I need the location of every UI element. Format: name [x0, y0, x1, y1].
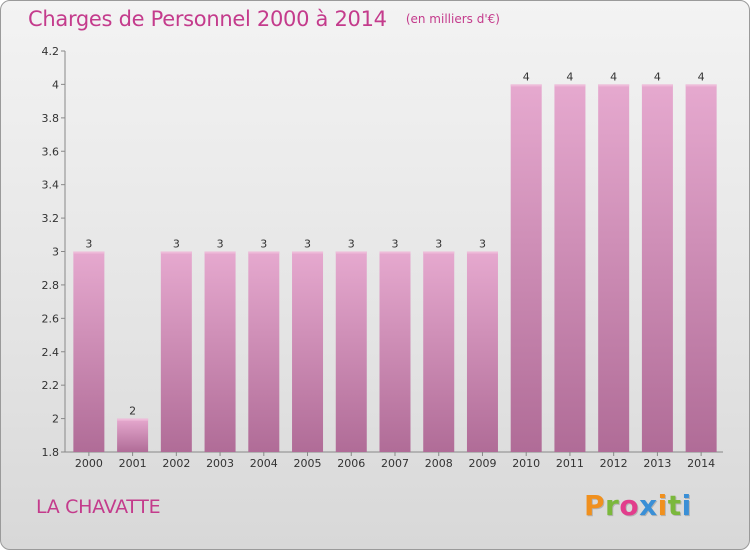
proxiti-logo: Proxiti	[584, 489, 692, 522]
data-label: 3	[217, 238, 224, 251]
bar	[73, 251, 105, 452]
y-tick-label: 2	[52, 413, 59, 426]
data-label: 3	[85, 238, 92, 251]
x-tick-label: 2008	[425, 457, 453, 470]
data-label: 2	[129, 405, 136, 418]
x-tick-label: 2006	[337, 457, 365, 470]
bar	[204, 251, 236, 452]
y-tick-label: 2.6	[42, 312, 60, 325]
data-label: 3	[392, 238, 399, 251]
y-tick-label: 4	[52, 78, 59, 91]
y-tick-label: 2.4	[42, 346, 60, 359]
chart-subtitle: (en milliers d'€)	[405, 12, 500, 26]
data-label: 3	[173, 238, 180, 251]
y-tick-label: 3.2	[42, 212, 60, 225]
logo-letter: t	[667, 489, 682, 522]
bar	[379, 251, 411, 452]
data-label: 3	[348, 238, 355, 251]
logo-letter: o	[619, 489, 640, 522]
bar-top-highlight	[554, 84, 586, 87]
bar	[292, 251, 324, 452]
x-tick-label: 2010	[512, 457, 540, 470]
logo-letter: P	[584, 489, 606, 522]
bar-top-highlight	[466, 251, 498, 254]
data-label: 3	[304, 238, 311, 251]
x-tick-label: 2000	[75, 457, 103, 470]
bar-top-highlight	[379, 251, 411, 254]
logo-letter: i	[657, 489, 668, 522]
data-label: 3	[260, 238, 267, 251]
x-tick-label: 2005	[294, 457, 322, 470]
data-label: 4	[610, 70, 617, 83]
bar-top-highlight	[510, 84, 542, 87]
bar-top-highlight	[685, 84, 717, 87]
data-label: 4	[523, 70, 530, 83]
bar	[554, 84, 586, 453]
x-tick-label: 2011	[556, 457, 584, 470]
bar	[466, 251, 498, 452]
logo-letter: r	[605, 489, 620, 522]
y-tick-label: 1.8	[42, 446, 60, 459]
bars: 3 2 3 3 3 3 3 3 3 3 4 4 4 4 4	[73, 70, 717, 453]
chart-title: Charges de Personnel 2000 à 2014	[28, 7, 387, 31]
commune-name: LA CHAVATTE	[36, 496, 161, 518]
data-label: 4	[654, 70, 661, 83]
bar-top-highlight	[598, 84, 630, 87]
bar-top-highlight	[160, 251, 192, 254]
bar	[510, 84, 542, 453]
data-label: 3	[435, 238, 442, 251]
bar	[117, 418, 149, 452]
bar	[423, 251, 455, 452]
bar	[248, 251, 280, 452]
x-tick-label: 2012	[600, 457, 628, 470]
x-tick-label: 2014	[687, 457, 715, 470]
y-tick-label: 2.8	[42, 279, 60, 292]
y-tick-label: 3	[52, 246, 59, 259]
bar	[160, 251, 192, 452]
logo-letter: x	[639, 489, 658, 522]
x-tick-label: 2002	[162, 457, 190, 470]
bar	[335, 251, 367, 452]
bar	[598, 84, 630, 453]
x-tick-label: 2009	[468, 457, 496, 470]
axes: 1.8 2 2.2 2.4 2.6 2.8 3 3.2 3.4 3.6 3.8 4 4.2 2000 200…	[42, 45, 723, 470]
bar	[685, 84, 717, 453]
data-label: 4	[566, 70, 573, 83]
bar-top-highlight	[641, 84, 673, 87]
x-tick-label: 2007	[381, 457, 409, 470]
bar-top-highlight	[292, 251, 324, 254]
bar-top-highlight	[204, 251, 236, 254]
y-tick-label: 4.2	[42, 45, 60, 58]
bar-top-highlight	[335, 251, 367, 254]
y-tick-label: 2.2	[42, 379, 60, 392]
x-tick-label: 2003	[206, 457, 234, 470]
bar-top-highlight	[423, 251, 455, 254]
bar	[641, 84, 673, 453]
bar-top-highlight	[248, 251, 280, 254]
title-row: Charges de Personnel 2000 à 2014 (en mil…	[28, 7, 500, 31]
logo-letter: i	[681, 489, 692, 522]
bar-top-highlight	[73, 251, 105, 254]
data-label: 4	[698, 70, 705, 83]
y-tick-label: 3.4	[42, 179, 60, 192]
x-tick-label: 2004	[250, 457, 278, 470]
y-tick-label: 3.6	[42, 145, 60, 158]
x-tick-label: 2001	[119, 457, 147, 470]
data-label: 3	[479, 238, 486, 251]
x-tick-label: 2013	[643, 457, 671, 470]
y-tick-label: 3.8	[42, 112, 60, 125]
bar-top-highlight	[117, 418, 149, 421]
